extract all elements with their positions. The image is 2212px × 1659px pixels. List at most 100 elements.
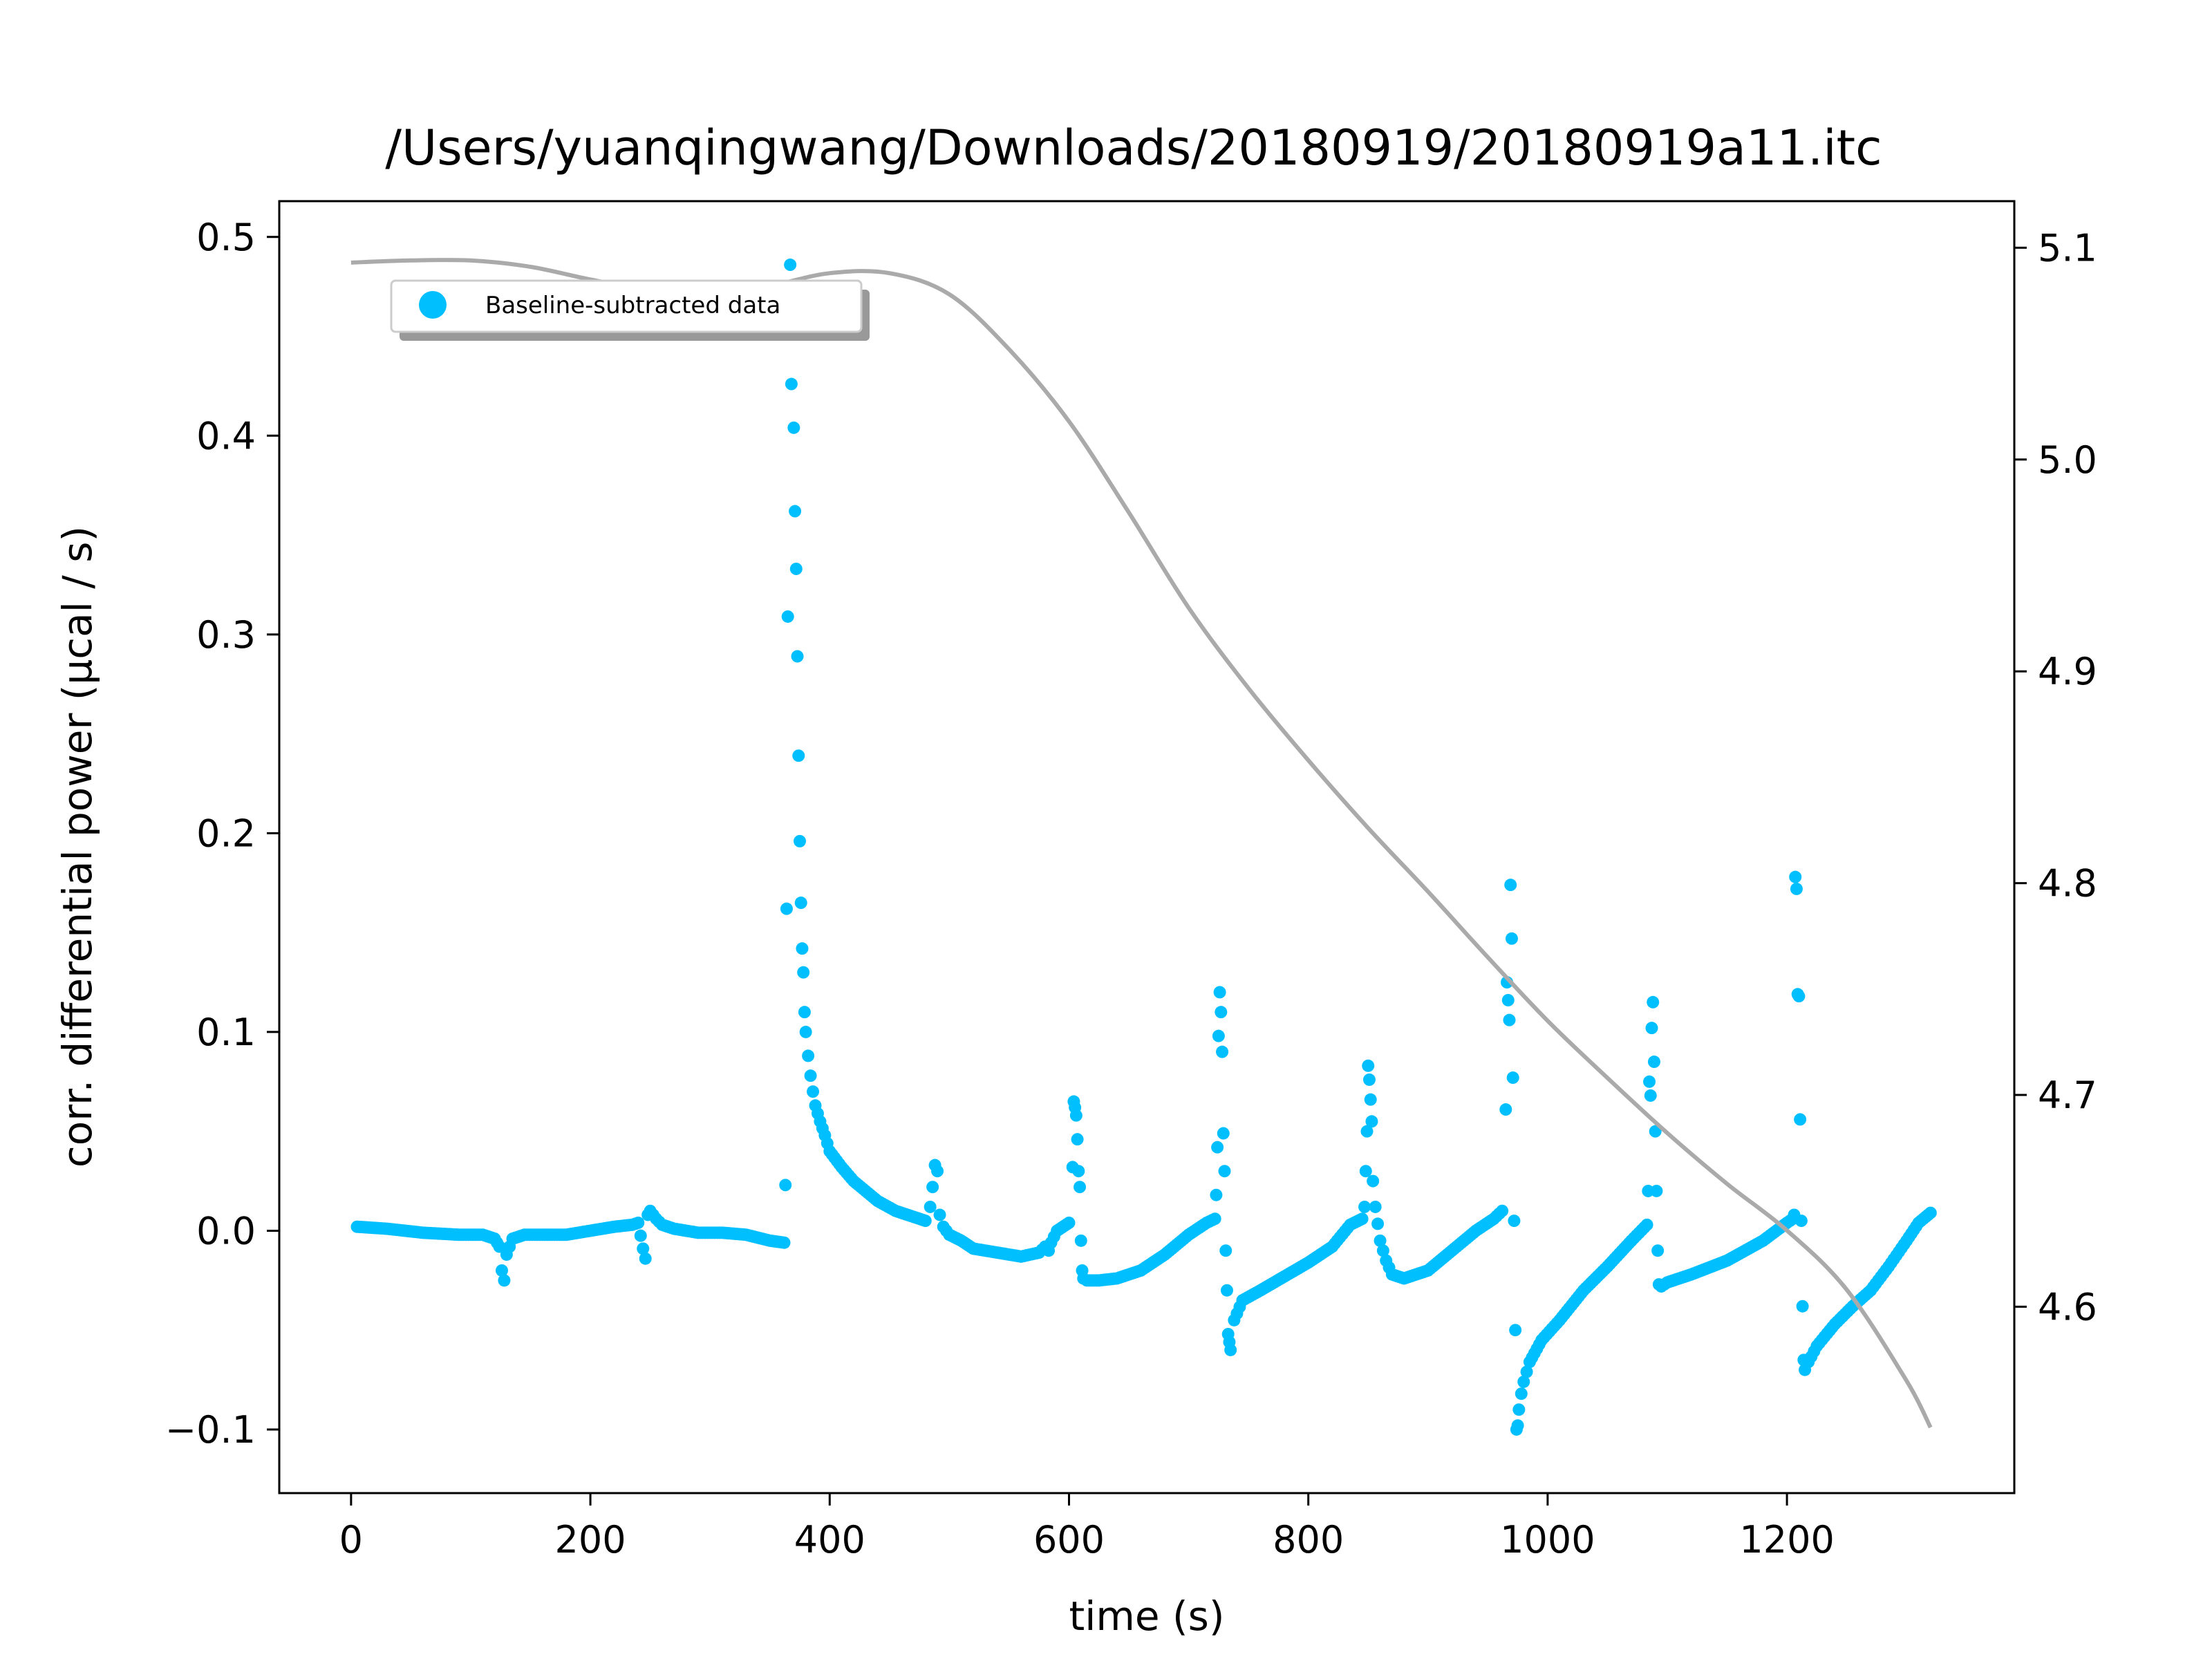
data-point xyxy=(924,1200,937,1213)
data-point xyxy=(1649,1125,1662,1138)
y-tick-label: 0.0 xyxy=(196,1209,256,1253)
data-point xyxy=(1520,1365,1533,1378)
data-point xyxy=(1496,1204,1509,1217)
data-point xyxy=(1515,1387,1528,1400)
y-axis-ticks: −0.1 0.0 0.1 0.2 0.3 0.4 0.5 xyxy=(165,216,279,1452)
data-point xyxy=(1219,1244,1232,1257)
data-point xyxy=(1374,1234,1387,1247)
data-point xyxy=(919,1215,932,1228)
y2-tick-label: 4.9 xyxy=(2038,650,2097,693)
data-point xyxy=(794,897,807,910)
data-point xyxy=(1796,1300,1809,1313)
data-point xyxy=(1651,1244,1665,1257)
y-tick-label: 0.3 xyxy=(196,613,256,657)
data-point xyxy=(1069,1109,1082,1122)
data-point xyxy=(1213,986,1226,999)
data-point xyxy=(637,1242,650,1255)
data-point xyxy=(1501,993,1515,1006)
data-point xyxy=(804,1069,817,1082)
data-point xyxy=(779,1179,792,1192)
data-point xyxy=(1369,1200,1382,1213)
data-point xyxy=(1643,1075,1656,1088)
data-point xyxy=(785,377,798,391)
data-point xyxy=(792,749,805,762)
y-tick-label: −0.1 xyxy=(165,1408,256,1452)
data-point xyxy=(1789,870,1802,883)
data-point xyxy=(789,505,802,518)
data-point xyxy=(1647,1056,1660,1069)
fit-line xyxy=(350,257,1933,1429)
data-point xyxy=(1367,1174,1380,1188)
legend-marker xyxy=(419,291,447,319)
data-point xyxy=(1220,1284,1233,1297)
data-point xyxy=(1358,1200,1371,1213)
data-point xyxy=(498,1274,511,1287)
data-point xyxy=(493,1240,506,1253)
data-point xyxy=(634,1229,647,1242)
y2-tick-label: 4.6 xyxy=(2038,1285,2097,1329)
chart-title: /Users/yuanqingwang/Downloads/20180919/2… xyxy=(385,120,1882,176)
legend: Baseline-subtracted data xyxy=(390,279,870,341)
y-axis-label: corr. differential power (μcal / s) xyxy=(54,526,101,1168)
data-point xyxy=(1362,1059,1375,1072)
data-point xyxy=(1511,1419,1524,1432)
data-point xyxy=(807,1085,820,1098)
data-point xyxy=(933,1208,946,1221)
y-tick-label: 0.4 xyxy=(196,414,256,458)
data-point xyxy=(1650,1184,1663,1197)
legend-entry-label: Baseline-subtracted data xyxy=(485,292,780,319)
data-point xyxy=(794,834,806,847)
data-point xyxy=(1212,1029,1225,1042)
data-point xyxy=(1210,1188,1223,1201)
data-point xyxy=(1071,1133,1084,1146)
x-tick-label: 1000 xyxy=(1500,1518,1595,1562)
data-point xyxy=(802,1049,815,1062)
fit-line-group xyxy=(350,257,1933,1429)
data-point xyxy=(799,1025,812,1038)
x-tick-label: 200 xyxy=(555,1518,626,1562)
data-point xyxy=(1216,1045,1229,1058)
data-point xyxy=(1360,1125,1374,1138)
scatter-points xyxy=(350,259,1937,1436)
legend-box xyxy=(390,279,863,333)
data-point xyxy=(1499,1103,1512,1116)
data-point xyxy=(1924,1206,1937,1219)
data-point xyxy=(791,650,804,663)
data-point xyxy=(1794,1215,1808,1228)
data-point xyxy=(1647,995,1660,1009)
data-point xyxy=(1224,1343,1237,1356)
data-point xyxy=(632,1216,645,1229)
data-point xyxy=(1509,1324,1522,1337)
y2-tick-label: 4.7 xyxy=(2038,1074,2097,1117)
data-point xyxy=(1792,990,1806,1003)
data-point xyxy=(1645,1022,1658,1035)
data-point xyxy=(1517,1375,1530,1388)
x-tick-label: 0 xyxy=(339,1518,363,1562)
data-point xyxy=(1359,1165,1372,1178)
x-axis-label: time (s) xyxy=(1069,1593,1225,1640)
data-point xyxy=(797,966,810,979)
data-point xyxy=(789,562,803,575)
data-point xyxy=(798,1006,811,1019)
data-point xyxy=(1364,1093,1377,1106)
data-point xyxy=(1790,882,1803,895)
data-point xyxy=(1211,1141,1224,1154)
data-point xyxy=(1505,932,1518,945)
data-point xyxy=(1371,1217,1385,1230)
plot-frame xyxy=(278,200,2016,1494)
data-point xyxy=(495,1264,508,1277)
data-point xyxy=(778,1236,791,1249)
data-point xyxy=(1512,1403,1526,1416)
y2-tick-label: 5.1 xyxy=(2038,226,2097,270)
data-point xyxy=(781,610,794,623)
data-point xyxy=(1215,1006,1228,1019)
data-point xyxy=(780,902,793,915)
data-point xyxy=(639,1252,652,1265)
data-point xyxy=(1362,1073,1376,1086)
x-tick-label: 400 xyxy=(794,1518,865,1562)
data-point xyxy=(1504,879,1517,892)
data-point xyxy=(784,259,797,272)
data-point xyxy=(1217,1127,1230,1140)
x-tick-label: 800 xyxy=(1273,1518,1344,1562)
